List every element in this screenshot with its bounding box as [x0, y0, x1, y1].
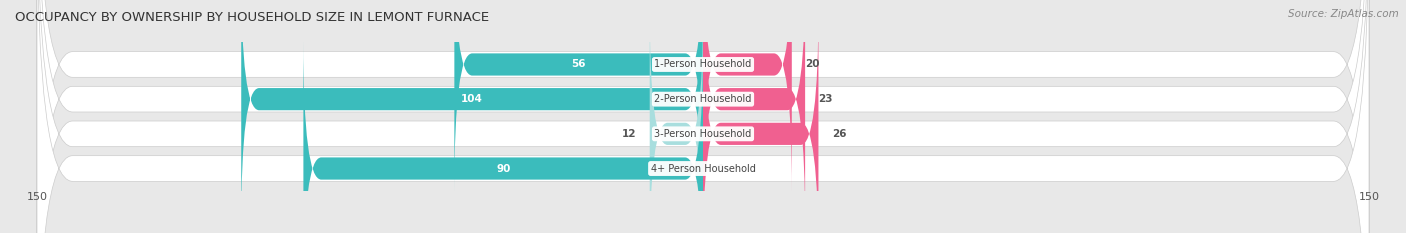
FancyBboxPatch shape — [650, 6, 703, 233]
FancyBboxPatch shape — [703, 6, 818, 233]
Text: 3-Person Household: 3-Person Household — [654, 129, 752, 139]
Text: 1-Person Household: 1-Person Household — [654, 59, 752, 69]
Text: 56: 56 — [571, 59, 586, 69]
FancyBboxPatch shape — [37, 0, 1369, 233]
FancyBboxPatch shape — [37, 0, 1369, 233]
FancyBboxPatch shape — [703, 0, 792, 192]
FancyBboxPatch shape — [242, 0, 703, 227]
Text: 2-Person Household: 2-Person Household — [654, 94, 752, 104]
Text: 0: 0 — [716, 164, 724, 174]
Text: 4+ Person Household: 4+ Person Household — [651, 164, 755, 174]
Text: 23: 23 — [818, 94, 832, 104]
Text: 12: 12 — [621, 129, 637, 139]
Text: OCCUPANCY BY OWNERSHIP BY HOUSEHOLD SIZE IN LEMONT FURNACE: OCCUPANCY BY OWNERSHIP BY HOUSEHOLD SIZE… — [14, 11, 489, 24]
FancyBboxPatch shape — [703, 0, 806, 227]
FancyBboxPatch shape — [304, 41, 703, 233]
Text: 104: 104 — [461, 94, 484, 104]
FancyBboxPatch shape — [37, 0, 1369, 233]
FancyBboxPatch shape — [37, 0, 1369, 233]
Text: 90: 90 — [496, 164, 510, 174]
Text: 20: 20 — [806, 59, 820, 69]
Text: 26: 26 — [832, 129, 846, 139]
Text: Source: ZipAtlas.com: Source: ZipAtlas.com — [1288, 9, 1399, 19]
FancyBboxPatch shape — [454, 0, 703, 192]
